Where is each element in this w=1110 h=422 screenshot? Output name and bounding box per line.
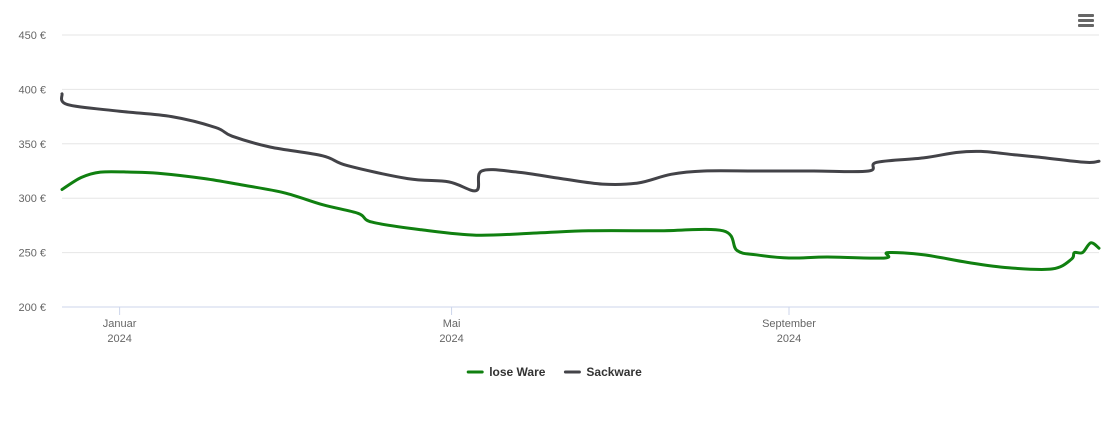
y-tick-label: 300 € [18,193,46,205]
legend-item[interactable]: lose Ware [466,365,546,379]
y-tick-label: 200 € [18,302,46,314]
x-tick-label-year: 2024 [439,333,463,345]
y-tick-label: 250 € [18,248,46,260]
legend-item[interactable]: Sackware [563,365,642,379]
chart-menu-button[interactable] [1076,10,1098,32]
grid-lines [62,34,1099,254]
y-tick-label: 350 € [18,139,46,151]
y-axis-tick-labels: 200 € 250 € 300 € 350 € 400 € 450 € [18,30,46,314]
x-tick-label-year: 2024 [107,333,131,345]
legend-label: lose Ware [489,365,546,379]
x-tick-label-month: Mai [443,318,461,330]
series-line-0[interactable] [60,170,1101,272]
series-line-1[interactable] [59,92,1101,193]
series-lines[interactable] [59,92,1101,272]
legend[interactable]: lose Ware Sackware [466,365,642,379]
y-tick-label: 400 € [18,84,46,96]
x-tick-label-year: 2024 [777,333,801,345]
x-tick-label-month: Januar [103,318,137,330]
x-axis: Januar 2024 Mai 2024 September 2024 [62,306,1099,345]
legend-label: Sackware [586,365,642,379]
y-tick-label: 450 € [18,30,46,42]
x-tick-label-month: September [762,318,816,330]
